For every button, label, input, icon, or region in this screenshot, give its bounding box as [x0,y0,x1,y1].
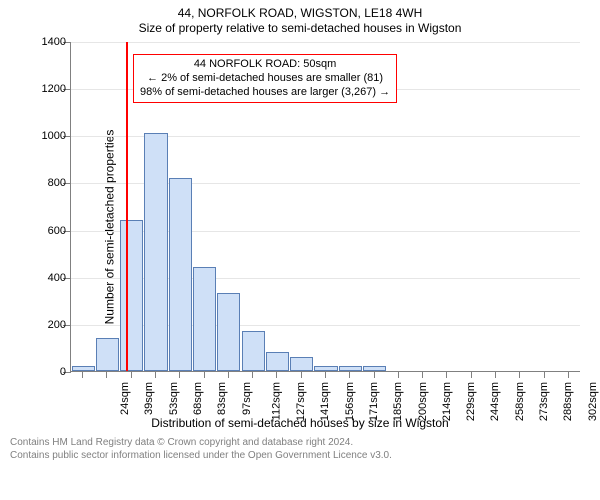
x-tick [349,372,350,378]
x-tick-label: 214sqm [441,382,453,421]
x-tick [82,372,83,378]
y-tick-label: 1400 [26,36,66,48]
y-tick-label: 0 [26,366,66,378]
x-tick-label: 68sqm [192,382,204,415]
x-tick-label: 156sqm [344,382,356,421]
x-tick-label: 83sqm [216,382,228,415]
histogram-bar [290,357,313,371]
y-tick-label: 200 [26,319,66,331]
x-tick [204,372,205,378]
x-tick [374,372,375,378]
x-tick [325,372,326,378]
x-tick [544,372,545,378]
x-tick [495,372,496,378]
x-tick [106,372,107,378]
footer-line-2: Contains public sector information licen… [10,449,590,462]
footer-line-1: Contains HM Land Registry data © Crown c… [10,436,590,449]
x-tick [252,372,253,378]
x-tick-label: 112sqm [270,382,282,420]
x-tick [301,372,302,378]
x-tick [446,372,447,378]
x-tick [398,372,399,378]
x-tick [155,372,156,378]
y-tick-label: 600 [26,225,66,237]
x-tick [568,372,569,378]
x-tick [131,372,132,378]
annotation-box: 44 NORFOLK ROAD: 50sqm← 2% of semi-detac… [133,54,397,103]
histogram-bar [266,352,289,371]
x-tick [179,372,180,378]
x-tick [519,372,520,378]
x-tick-label: 273sqm [538,382,550,421]
histogram-bar [193,267,216,371]
histogram-bar [120,220,143,371]
y-tick-label: 1200 [26,83,66,95]
plot-area: 44 NORFOLK ROAD: 50sqm← 2% of semi-detac… [70,42,580,372]
annotation-line: 44 NORFOLK ROAD: 50sqm [140,58,390,72]
histogram-bar [339,366,362,371]
y-tick-label: 800 [26,177,66,189]
histogram-bar [96,338,119,371]
histogram-bar [314,366,337,371]
x-tick-label: 185sqm [392,382,404,421]
histogram-bar [242,331,265,371]
x-tick [228,372,229,378]
reference-line [126,42,128,371]
chart-titles: 44, NORFOLK ROAD, WIGSTON, LE18 4WH Size… [0,0,600,36]
x-tick-label: 171sqm [368,382,380,421]
title-sub: Size of property relative to semi-detach… [0,21,600,36]
x-tick-label: 288sqm [562,382,574,421]
y-tick-label: 1000 [26,130,66,142]
y-tick-label: 400 [26,272,66,284]
x-tick-label: 302sqm [587,382,599,421]
annotation-line: ← 2% of semi-detached houses are smaller… [140,72,390,86]
x-tick-label: 97sqm [241,382,253,415]
histogram-chart: Number of semi-detached properties 44 NO… [70,42,580,412]
x-tick [276,372,277,378]
x-tick-label: 258sqm [514,382,526,421]
x-tick-label: 229sqm [465,382,477,421]
histogram-bar [72,366,95,371]
annotation-line: 98% of semi-detached houses are larger (… [140,86,390,100]
x-tick [422,372,423,378]
histogram-bar [217,293,240,371]
histogram-bar [144,133,167,371]
x-tick-label: 39sqm [143,382,155,415]
histogram-bar [169,178,192,371]
x-tick-label: 127sqm [295,382,307,421]
x-tick-label: 24sqm [119,382,131,415]
x-tick-label: 244sqm [490,382,502,421]
x-tick-label: 141sqm [320,382,332,421]
title-main: 44, NORFOLK ROAD, WIGSTON, LE18 4WH [0,6,600,21]
attribution-footer: Contains HM Land Registry data © Crown c… [0,430,600,462]
gridline [71,42,580,43]
histogram-bar [363,366,386,371]
x-tick-label: 53sqm [168,382,180,415]
x-tick [471,372,472,378]
x-tick-label: 200sqm [417,382,429,421]
